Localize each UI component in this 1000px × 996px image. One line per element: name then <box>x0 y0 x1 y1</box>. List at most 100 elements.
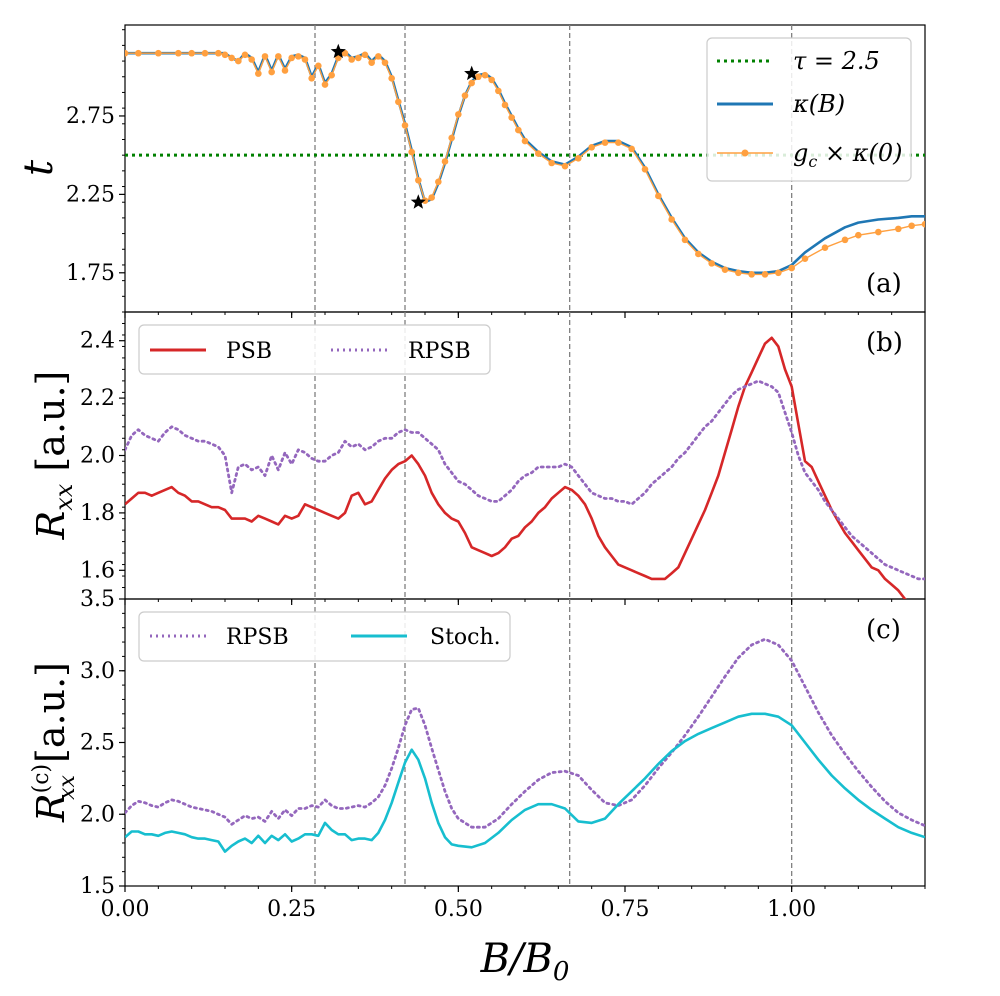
panel-1-series-gc-point-22 <box>321 81 329 88</box>
panel-3-xtick-label-2: 0.50 <box>434 897 483 922</box>
ylabel-b-unit: [a.u.] <box>29 371 73 484</box>
svg-text:R(c)xx [a.u.]: R(c)xx [a.u.] <box>29 662 80 823</box>
panel-1-series-gc-point-49 <box>501 101 509 109</box>
panel-1-series-gc-point-66 <box>708 260 715 267</box>
panel-3-xtick-label-0: 0.00 <box>101 897 150 922</box>
panel-1-series-gc-point-60 <box>628 145 635 153</box>
panel-1-series-gc-point-53 <box>535 150 542 157</box>
ylabel-c: R(c)xx [a.u.] <box>29 662 80 823</box>
legend-b-rpsb-label: RPSB <box>408 339 471 364</box>
panel-3-xtick-label-1: 0.25 <box>267 897 316 922</box>
panel-1-series-gc-point-2 <box>155 49 162 57</box>
panel-1-series-gc-point-75 <box>841 236 849 244</box>
panel-1-ytick-label-0: 1.75 <box>66 261 115 286</box>
series-layer <box>125 43 925 853</box>
panel-1-series-gc-point-65 <box>695 250 702 258</box>
panel-1-series-gc-point-80 <box>921 220 925 228</box>
legend-a-gc-marker <box>741 149 749 157</box>
panel-1-series-gc-point-14 <box>268 68 275 76</box>
ylabel-c-sup: (c) <box>29 764 54 794</box>
panel-1-series-gc-point-63 <box>668 216 675 223</box>
panel-1-star-marker-2 <box>464 65 480 81</box>
panel-label-c: (c) <box>866 615 901 645</box>
panel-1-series-gc-point-26 <box>348 56 355 63</box>
panel-3-ytick-label-4: 3.5 <box>80 587 115 612</box>
legend-b: PSB RPSB <box>138 324 491 375</box>
panel-1-series-gc-point-77 <box>875 228 882 236</box>
panel-1-series-gc-point-40 <box>441 158 449 165</box>
panel-2-series-rpsb-line <box>125 379 925 581</box>
panel-1-series-gc-point-70 <box>761 271 769 278</box>
panel-1-series-gc-point-78 <box>895 225 902 233</box>
panel-1-series-gc-point-19 <box>301 56 309 63</box>
panel-1-series-gc-point-36 <box>415 176 422 184</box>
legend-b-frame <box>138 324 491 375</box>
xlabel: B/B0 <box>480 936 570 987</box>
legend-a-gc-rest: × κ(0) <box>817 139 902 167</box>
panel-1-series-gc-point-4 <box>188 49 195 57</box>
panel-3-xtick-label-4: 1.00 <box>767 897 816 922</box>
panel-1-series-gc-point-20 <box>308 75 315 82</box>
panel-1-series-gc-point-69 <box>748 271 755 278</box>
legend-a: τ = 2.5 κ(B) gc × κ(0) <box>706 37 912 182</box>
panel-1-series-gc-point-8 <box>228 54 235 62</box>
panel-3-ytick-label-1: 2.0 <box>80 802 115 827</box>
panel-1-series-gc-point-33 <box>395 98 402 106</box>
panel-1-series-gc-point-0 <box>125 49 129 57</box>
panel-1-series-gc-point-13 <box>261 53 269 60</box>
legend-c-rpsb-label: RPSB <box>226 625 289 650</box>
panel-label-a: (a) <box>866 269 902 299</box>
panel-1-series-gc-point-43 <box>461 92 469 99</box>
panel-1-series-gc-point-30 <box>375 53 382 60</box>
panel-1-series-gc-point-57 <box>588 144 595 151</box>
legend-a-frame <box>706 37 912 182</box>
panel-1-series-gc-point-18 <box>295 53 302 60</box>
panel-1-series-gc-point-25 <box>341 49 349 57</box>
xlabel-main: B/B <box>480 936 553 982</box>
panel-1-series-gc-point-61 <box>641 165 649 173</box>
panel-1-series-gc-point-37 <box>421 197 429 204</box>
panel-1-series-gc-point-45 <box>475 73 482 81</box>
legend-a-tau-label: τ = 2.5 <box>793 47 880 75</box>
panel-1-series-gc-point-16 <box>281 67 289 74</box>
panel-1-ytick-label-2: 2.75 <box>66 104 115 129</box>
ticks-layer: 1.75 2.25 2.75 1.6 1.8 2.0 2.2 2.4 1.5 2.0 2.5 3.0 3… <box>66 29 926 922</box>
legend-a-gc-label: gc × κ(0) <box>793 139 902 171</box>
panel-1-series-gc-point-71 <box>775 269 782 277</box>
legend-b-psb-label: PSB <box>226 339 272 364</box>
legend-c-frame <box>138 611 511 662</box>
ylabel-b: Rxx [a.u.] <box>29 371 78 541</box>
ylabel-c-main: R <box>29 793 73 823</box>
panel-2-ytick-label-0: 1.6 <box>80 558 115 583</box>
panel-1-series-gc-point-23 <box>328 71 335 79</box>
panel-1-series-gc-point-47 <box>488 76 495 84</box>
panel-2-ytick-label-2: 2.0 <box>80 444 115 469</box>
panel-1-series-gc-point-76 <box>855 231 862 239</box>
panel-1-series-gc-point-48 <box>495 87 502 95</box>
panel-1-ytick-label-1: 2.25 <box>66 182 115 207</box>
panel-1-series-gc-point-12 <box>255 70 262 77</box>
panel-3-series-rpsb-line <box>125 637 925 829</box>
panel-1-series-gc-point-79 <box>908 222 915 230</box>
legend-c: RPSB Stoch. <box>138 611 511 662</box>
panel-1-series-gc-point-51 <box>515 126 522 134</box>
panel-1-series-gc-point-73 <box>801 255 809 262</box>
panel-1-series-gc-point-52 <box>521 137 529 145</box>
panel-1-series-gc-point-46 <box>481 71 489 79</box>
panel-1-series-gc-point-27 <box>355 54 362 62</box>
panel-1-series-gc-point-15 <box>275 53 282 60</box>
panel-1-series-gc-point-31 <box>381 59 389 66</box>
panel-1-series-gc-point-56 <box>575 155 582 162</box>
panel-1-series-gc-point-50 <box>508 114 515 121</box>
legend-a-gc-sub: c <box>808 152 817 171</box>
panel-2-series-psb-line <box>125 336 907 599</box>
panel-3-ytick-label-3: 3.0 <box>80 659 115 684</box>
panel-1-series-gc-point-10 <box>241 51 249 59</box>
panel-1-series-gc-point-7 <box>221 51 229 59</box>
panel-1-series-gc-point-67 <box>721 266 729 273</box>
ylabel-c-sub: xx <box>55 774 80 799</box>
panel-1-series-gc-point-54 <box>548 159 555 167</box>
panel-1-series-gc-point-6 <box>215 49 222 57</box>
panel-1-series-gc-point-68 <box>735 269 742 277</box>
